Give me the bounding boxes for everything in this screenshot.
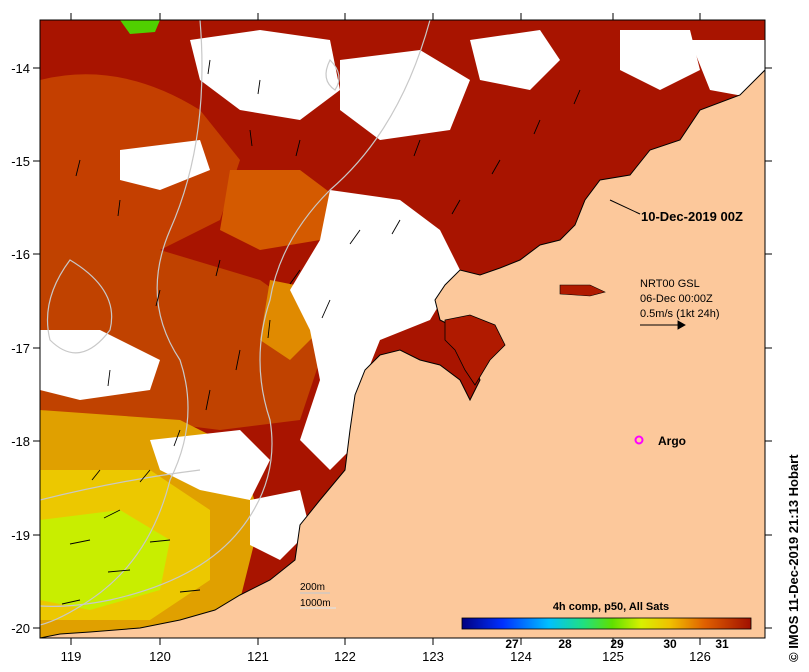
y-tick: -19 [11,528,772,543]
x-tick: 126 [689,13,711,664]
date-label: 10-Dec-2019 00Z [641,209,743,224]
colorbar-tick-label: 28 [558,637,572,651]
cloud-gap [120,140,210,190]
bathymetry-legend: 200m 1000m [300,582,336,609]
sst-mid-region [220,170,340,250]
y-tick-label: -19 [11,528,30,543]
current-scale-label: 0.5m/s (1kt 24h) [640,308,719,320]
y-tick-label: -14 [11,61,30,76]
x-tick: 125 [602,13,624,664]
current-date-label: 06-Dec 00:00Z [640,293,713,305]
sst-coolest-region [40,510,170,610]
x-tick-label: 122 [334,649,356,664]
colorbar-gradient [461,617,752,630]
credit-label: © IMOS 11-Dec-2019 21:13 Hobart [786,454,801,662]
y-tick: -14 [11,61,772,76]
current-source-label: NRT00 GSL [640,278,700,290]
y-tick: -15 [11,154,772,169]
cloud-gap [150,430,270,500]
x-axis-ticks: 119 120 121 122 123 124 125 126 [61,13,711,664]
y-axis-ticks: -14 -15 -16 -17 -18 -19 -20 [11,61,772,636]
x-tick-label: 123 [422,649,444,664]
x-tick-label: 125 [602,649,624,664]
estuary-inlet [559,284,606,297]
x-tick-label: 121 [247,649,269,664]
y-tick: -18 [11,434,772,449]
cloud-gap [470,30,560,90]
x-tick: 124 [510,13,532,664]
cloud-gap [690,40,765,100]
y-tick-label: -17 [11,341,30,356]
x-tick-label: 119 [61,649,82,664]
colorbar-title: 4h comp, p50, All Sats [553,601,669,613]
cloud-gap [620,30,700,90]
y-tick-label: -15 [11,154,30,169]
y-tick: -20 [11,621,772,636]
x-tick: 120 [149,13,171,664]
sst-coolest-region [120,20,160,34]
colorbar: 4h comp, p50, All Sats 27 28 29 30 31 [461,601,752,651]
x-tick: 119 [61,13,82,664]
argo-float-marker [634,435,644,445]
y-tick: -17 [11,341,772,356]
king-sound-estuary [444,314,506,386]
cloud-gap [250,490,310,560]
colorbar-tick-label: 30 [663,637,677,651]
date-label-leader [609,199,641,215]
current-vectors [61,59,686,605]
x-tick: 122 [334,13,356,664]
map-plot-area [40,20,765,638]
y-tick-label: -16 [11,247,30,262]
contour-1000m-label: 1000m [300,598,331,609]
y-tick: -16 [11,247,772,262]
bathymetry-contours [40,20,431,626]
scale-arrow-head [677,320,686,330]
map-frame [39,19,766,639]
x-tick: 123 [422,13,444,664]
cloud-gap [340,50,470,140]
cloud-gap [40,330,160,400]
cloud-gap [290,190,460,470]
y-tick-label: -20 [11,621,30,636]
x-tick-label: 120 [149,649,171,664]
colorbar-tick-label: 29 [610,637,624,651]
x-tick-label: 126 [689,649,711,664]
colorbar-tick-label: 27 [505,637,519,651]
land-kimberley [40,69,765,638]
x-tick: 121 [247,13,269,664]
argo-label: Argo [658,434,686,448]
colorbar-tick-label: 31 [715,637,729,651]
cloud-gap [190,30,340,120]
y-tick-label: -18 [11,434,30,449]
contour-200m-label: 200m [300,582,325,593]
x-tick-label: 124 [510,649,532,664]
